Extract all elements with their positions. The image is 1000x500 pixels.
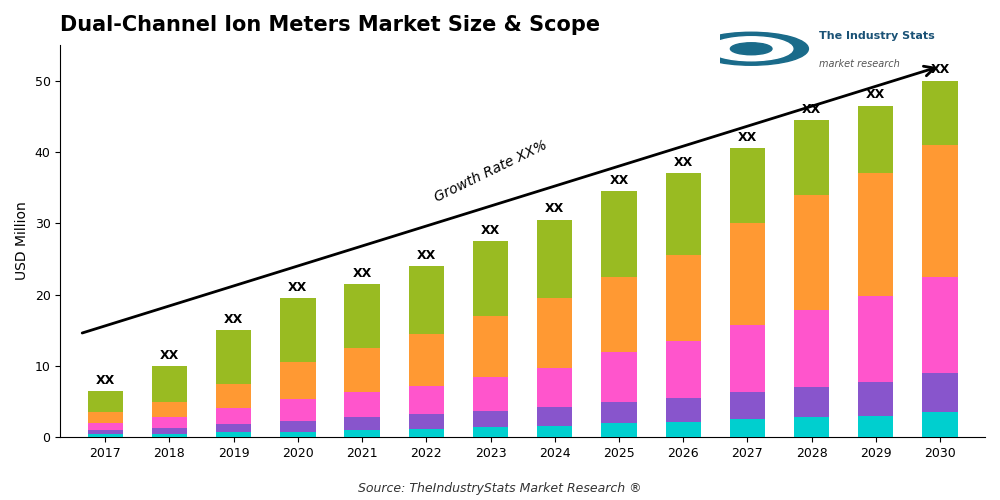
Bar [858,416,893,438]
Text: XX: XX [802,102,821,116]
Bar [794,388,829,418]
Bar [152,366,187,402]
Bar [344,284,380,348]
Bar [601,423,637,438]
Bar [344,392,380,417]
Text: XX: XX [224,313,243,326]
Bar [601,191,637,277]
Bar [152,402,187,417]
Bar [537,298,572,368]
Bar [922,80,958,145]
Bar [473,241,508,316]
Text: market research: market research [819,58,900,68]
Circle shape [694,32,808,65]
Text: Growth Rate XX%: Growth Rate XX% [432,138,549,205]
Bar [794,194,829,310]
Bar [280,421,316,432]
Text: XX: XX [866,88,885,102]
Bar [216,408,251,424]
Text: The Industry Stats: The Industry Stats [819,31,935,41]
Text: XX: XX [96,374,115,386]
Text: Dual-Channel Ion Meters Market Size & Scope: Dual-Channel Ion Meters Market Size & Sc… [60,15,600,35]
Bar [216,432,251,438]
Bar [601,402,637,423]
Bar [280,362,316,400]
Bar [216,424,251,432]
Bar [409,386,444,414]
Bar [858,106,893,174]
Bar [409,414,444,428]
Bar [280,400,316,421]
Text: XX: XX [545,202,564,215]
Bar [794,418,829,438]
Text: XX: XX [930,64,950,76]
Bar [88,430,123,434]
Circle shape [710,37,793,60]
Circle shape [730,43,772,54]
Text: XX: XX [352,266,372,280]
Text: XX: XX [481,224,500,237]
Text: Source: TheIndustryStats Market Research ®: Source: TheIndustryStats Market Research… [358,482,642,495]
Bar [473,411,508,428]
Bar [666,341,701,398]
Bar [152,428,187,434]
Bar [730,148,765,223]
Bar [537,220,572,298]
Bar [922,373,958,412]
Text: XX: XX [417,249,436,262]
Bar [152,434,187,438]
Bar [537,408,572,426]
Bar [730,324,765,392]
Text: XX: XX [160,348,179,362]
Bar [794,120,829,194]
Bar [280,432,316,438]
Text: XX: XX [609,174,629,187]
Bar [473,428,508,438]
Bar [730,223,765,324]
Text: XX: XX [674,156,693,169]
Text: XX: XX [288,281,308,294]
Bar [922,412,958,438]
Bar [730,392,765,419]
Bar [88,434,123,438]
Bar [730,420,765,438]
Bar [344,348,380,393]
Bar [152,418,187,428]
Y-axis label: USD Million: USD Million [15,202,29,280]
Bar [858,296,893,382]
Bar [88,423,123,430]
Bar [922,277,958,373]
Bar [537,368,572,408]
Bar [216,330,251,384]
Bar [601,277,637,351]
Bar [280,298,316,362]
Bar [409,428,444,438]
Bar [216,384,251,408]
Bar [344,418,380,430]
Bar [537,426,572,438]
Bar [473,376,508,411]
Bar [601,352,637,402]
Bar [409,266,444,334]
Bar [88,391,123,412]
Bar [409,334,444,386]
Bar [666,422,701,438]
Bar [858,174,893,296]
Bar [473,316,508,376]
Bar [666,398,701,421]
Bar [794,310,829,388]
Bar [666,174,701,256]
Bar [858,382,893,416]
Bar [344,430,380,438]
Text: XX: XX [738,131,757,144]
Bar [88,412,123,423]
Bar [922,145,958,277]
Bar [666,256,701,341]
